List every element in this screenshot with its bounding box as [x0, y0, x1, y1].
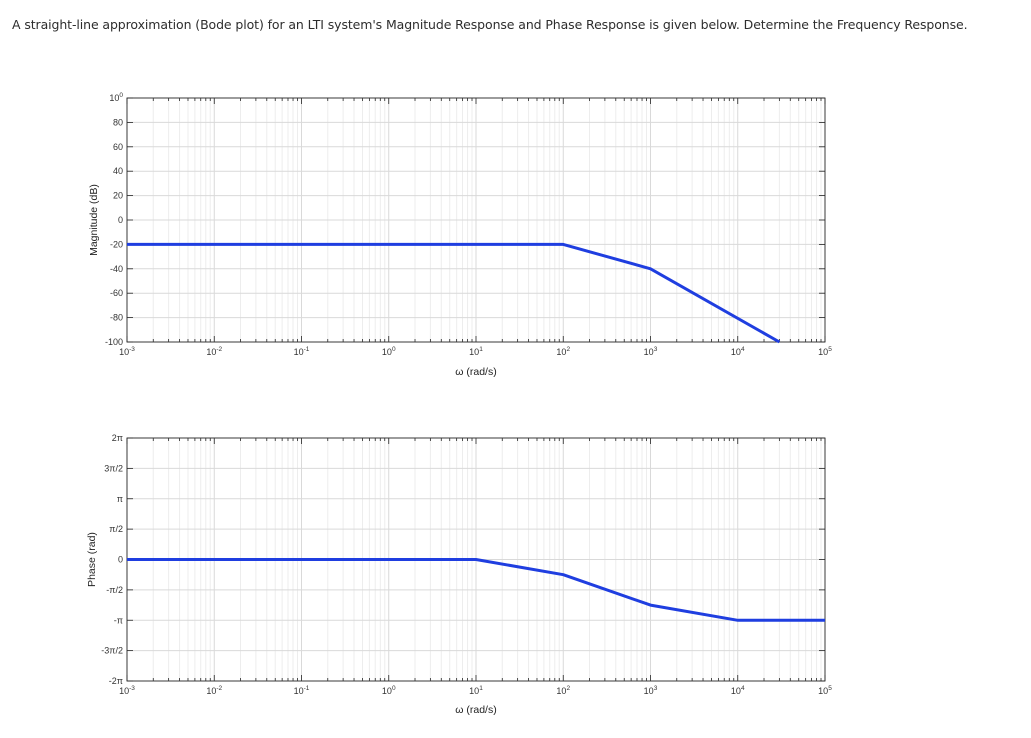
y-tick-label: 40 — [113, 166, 123, 176]
y-tick-label: π — [117, 494, 123, 504]
y-tick-label: -π — [114, 615, 123, 625]
y-tick-label: -20 — [110, 239, 123, 249]
x-tick-label: 10-1 — [294, 346, 310, 357]
x-tick-label: 104 — [731, 685, 745, 696]
x-tick-label: 105 — [818, 346, 832, 357]
x-tick-label: 103 — [644, 346, 658, 357]
x-tick-label: 10-2 — [206, 685, 222, 696]
x-tick-label: 10-2 — [206, 346, 222, 357]
question-text: A straight-line approximation (Bode plot… — [12, 17, 968, 32]
x-tick-label: 102 — [556, 685, 570, 696]
y-tick-label: -40 — [110, 264, 123, 274]
x-tick-label: 100 — [382, 685, 396, 696]
y-axis-label: Magnitude (dB) — [88, 184, 100, 256]
y-tick-label: 20 — [113, 191, 123, 201]
y-tick-label: -2π — [109, 676, 123, 686]
y-tick-label: -3π/2 — [101, 646, 123, 656]
x-tick-label: 10-1 — [294, 685, 310, 696]
magnitude-plot: 10-3 10-2 10-1 100 101 102 103 104 105 100 80 60 40 2… — [88, 92, 832, 378]
phase-plot: 10-3 10-2 10-1 100 101 102 103 104 105 2π 3π/2 π π/2… — [86, 433, 832, 716]
x-axis-label: ω (rad/s) — [455, 366, 496, 378]
x-tick-label: 10-3 — [119, 685, 135, 696]
x-tick-label: 100 — [382, 346, 396, 357]
x-axis-label: ω (rad/s) — [455, 704, 496, 716]
y-axis-label: Phase (rad) — [86, 532, 98, 587]
x-tick-label: 10-3 — [119, 346, 135, 357]
y-tick-label: 0 — [118, 555, 123, 565]
series-line — [127, 242, 781, 344]
y-tick-label: π/2 — [109, 524, 123, 534]
x-tick-label: 101 — [469, 685, 483, 696]
x-tick-label: 105 — [818, 685, 832, 696]
y-tick-label: 3π/2 — [104, 463, 123, 473]
y-tick-label: 0 — [118, 215, 123, 225]
x-tick-label: 104 — [731, 346, 745, 357]
y-tick-label: -π/2 — [106, 585, 123, 595]
y-tick-label: 100 — [109, 92, 123, 103]
axes-box — [126, 97, 826, 343]
y-tick-label: -100 — [105, 337, 123, 347]
y-tick-label: 80 — [113, 117, 123, 127]
x-tick-label: 101 — [469, 346, 483, 357]
y-tick-label: -60 — [110, 288, 123, 298]
series-line — [127, 558, 825, 622]
y-tick-label: 2π — [112, 433, 123, 443]
y-tick-label: 60 — [113, 142, 123, 152]
y-tick-label: -80 — [110, 313, 123, 323]
x-tick-label: 102 — [556, 346, 570, 357]
x-tick-label: 103 — [644, 685, 658, 696]
